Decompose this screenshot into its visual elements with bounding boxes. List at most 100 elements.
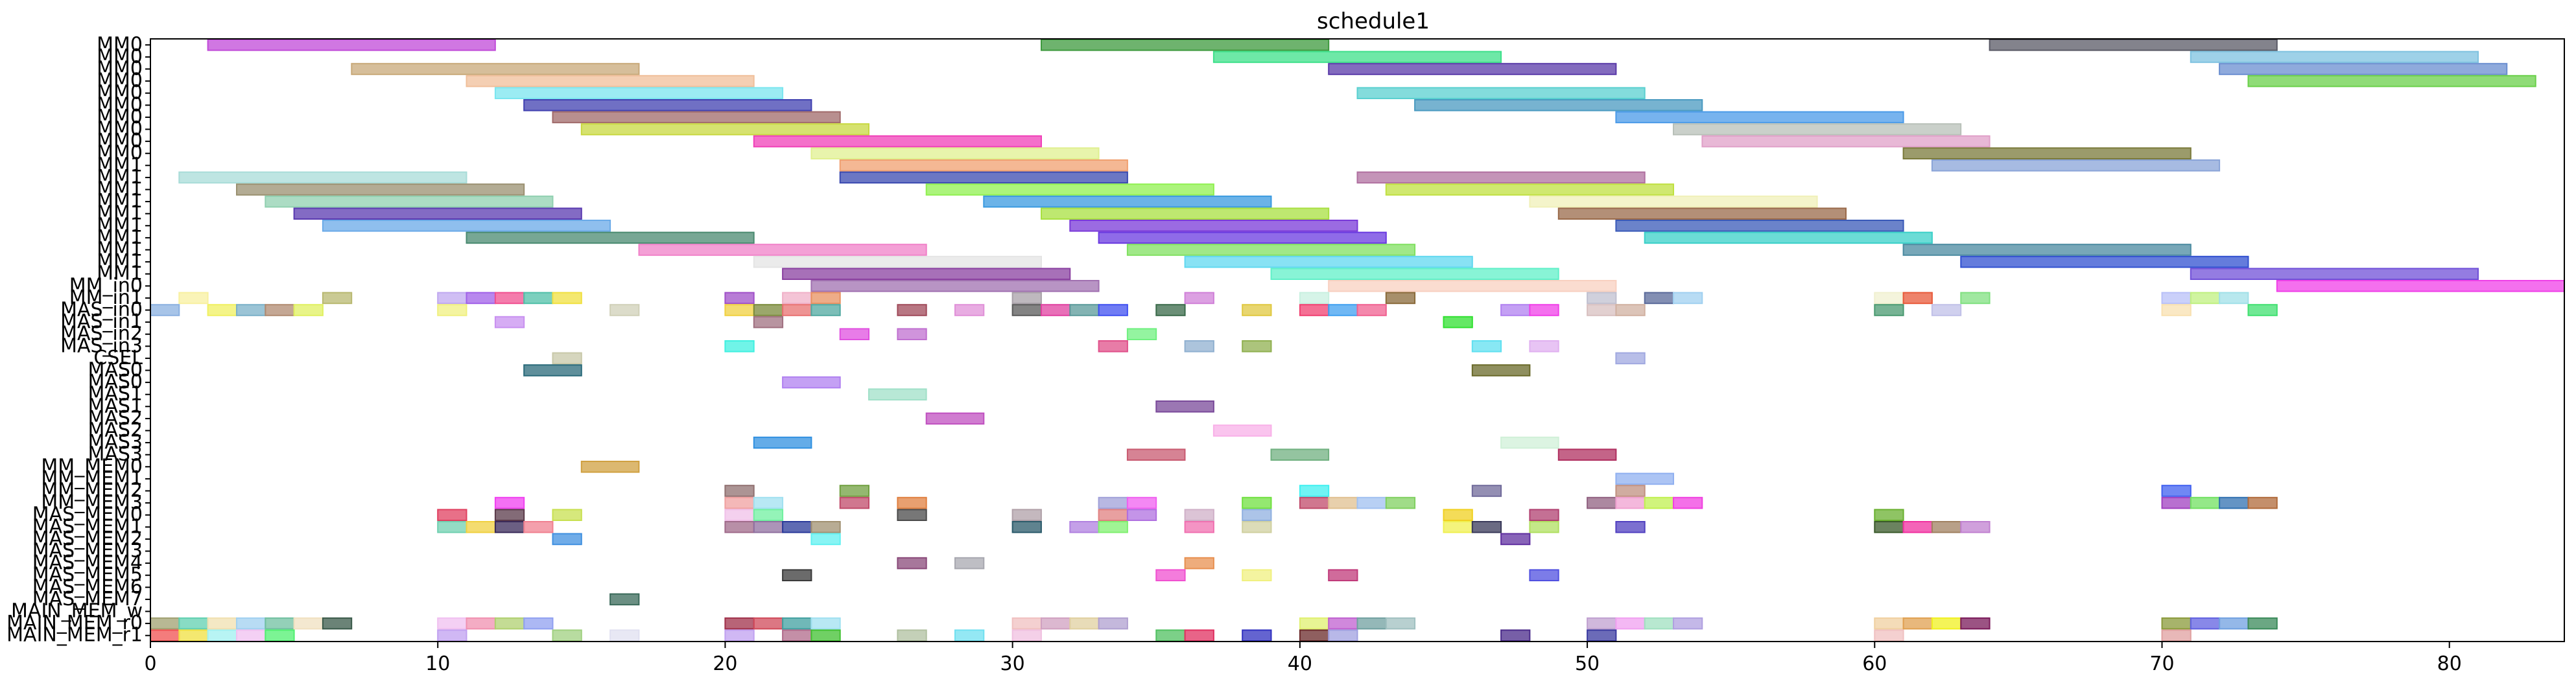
schedule-bar <box>1701 135 1991 148</box>
schedule-bar <box>1500 436 1559 449</box>
schedule-bar <box>1443 521 1473 533</box>
schedule-bar <box>1587 496 1617 509</box>
schedule-bar <box>2219 292 2249 305</box>
schedule-bar <box>1443 509 1473 522</box>
schedule-bar <box>1011 304 1042 316</box>
y-axis: MM0MM0MM0MM0MM0MM0MM0MM0MM0MM0MM1MM1MM1M… <box>6 33 150 647</box>
schedule-bar <box>150 629 180 642</box>
schedule-bar <box>1126 328 1157 340</box>
y-tick-label: MAS1 <box>88 395 143 417</box>
schedule-bar <box>1242 304 1272 316</box>
schedule-bar <box>523 292 554 305</box>
schedule-bar <box>1098 304 1128 316</box>
y-tick-label: MM1 <box>97 178 143 201</box>
schedule-bar <box>839 171 1128 184</box>
schedule-bar <box>207 629 237 642</box>
schedule-bar <box>724 304 755 316</box>
schedule-bar <box>1212 424 1272 437</box>
y-tick-label: MM_in0 <box>69 274 143 297</box>
schedule-bar <box>1500 304 1531 316</box>
schedule-bar <box>466 521 496 533</box>
y-tick-label: MAS_in2 <box>60 323 143 345</box>
schedule-bar <box>1385 617 1416 630</box>
schedule-bar <box>1242 569 1272 582</box>
schedule-bar <box>1155 400 1214 413</box>
y-tick-label: MAS3 <box>88 431 143 454</box>
y-tick-label: MM_MEM2 <box>41 480 143 502</box>
schedule-bar <box>265 629 295 642</box>
schedule-bar <box>178 292 209 305</box>
schedule-bar <box>1356 87 1646 99</box>
schedule-bar <box>1356 617 1387 630</box>
schedule-bar <box>236 617 266 630</box>
schedule-bar <box>810 304 841 316</box>
schedule-bar <box>810 521 841 533</box>
schedule-bar <box>810 533 841 546</box>
y-tick-label: MAS0 <box>88 371 143 393</box>
y-tick-label: MAS_MEM7 <box>32 588 143 610</box>
schedule-bar <box>265 617 295 630</box>
schedule-bar <box>2247 304 2278 316</box>
schedule-bar <box>2190 617 2221 630</box>
schedule-bar <box>1902 147 2192 159</box>
schedule-bar <box>1874 521 1904 533</box>
schedule-bar <box>1299 617 1330 630</box>
plot-area-frame <box>150 38 2565 642</box>
schedule-bar <box>1041 207 1330 220</box>
schedule-bar <box>782 629 812 642</box>
schedule-bar <box>1587 292 1617 305</box>
x-tick-label: 50 <box>1575 653 1600 675</box>
schedule-bar <box>897 557 927 570</box>
schedule-bar <box>1069 220 1358 232</box>
schedule-bar <box>954 557 985 570</box>
schedule-bar <box>2161 304 2192 316</box>
schedule-bar <box>782 617 812 630</box>
schedule-bar <box>1615 496 1646 509</box>
schedule-bar <box>2276 280 2566 292</box>
bars-layer <box>150 39 2566 642</box>
x-tick-label: 0 <box>144 653 156 675</box>
y-tick-label: MM1 <box>97 202 143 225</box>
schedule-bar <box>1242 496 1272 509</box>
schedule-bar <box>724 521 755 533</box>
schedule-bar <box>1673 496 1703 509</box>
y-tick-label: MM_MEM1 <box>41 467 143 490</box>
schedule-bar <box>1270 448 1330 461</box>
y-tick-label: MAS_MEM2 <box>32 527 143 550</box>
y-tick-label: MM0 <box>97 58 143 80</box>
schedule-bar <box>1098 340 1128 353</box>
schedule-bar <box>1587 617 1617 630</box>
schedule-bar <box>1126 448 1186 461</box>
schedule-bar <box>1615 617 1646 630</box>
schedule-bar <box>523 99 812 111</box>
schedule-bar <box>897 496 927 509</box>
schedule-bar <box>1500 629 1531 642</box>
y-tick-label: MAS_MEM3 <box>32 540 143 562</box>
schedule-bar <box>1874 292 1904 305</box>
schedule-bar <box>1184 509 1214 522</box>
schedule-bar <box>580 461 640 473</box>
schedule-bar <box>1126 509 1157 522</box>
schedule-bar <box>782 376 841 389</box>
schedule-bar <box>1529 569 1559 582</box>
schedule-bar <box>150 617 180 630</box>
y-tick-label: MM_MEM0 <box>41 455 143 478</box>
schedule-bar <box>1874 629 1904 642</box>
y-tick-label: MM1 <box>97 166 143 189</box>
schedule-bar <box>609 593 640 606</box>
schedule-bar <box>494 617 525 630</box>
schedule-bar <box>494 292 525 305</box>
schedule-bar <box>494 87 784 99</box>
y-tick-label: MAS_MEM0 <box>32 504 143 526</box>
schedule-bar <box>2247 617 2278 630</box>
schedule-bar <box>1328 629 1358 642</box>
y-tick-label: MM1 <box>97 190 143 213</box>
schedule-bar <box>1644 292 1674 305</box>
schedule-bar <box>1443 316 1473 329</box>
schedule-bar <box>1011 629 1042 642</box>
schedule-bar <box>1960 521 1991 533</box>
schedule-bar <box>2219 496 2249 509</box>
schedule-bar <box>753 316 784 329</box>
schedule-bar <box>1529 509 1559 522</box>
